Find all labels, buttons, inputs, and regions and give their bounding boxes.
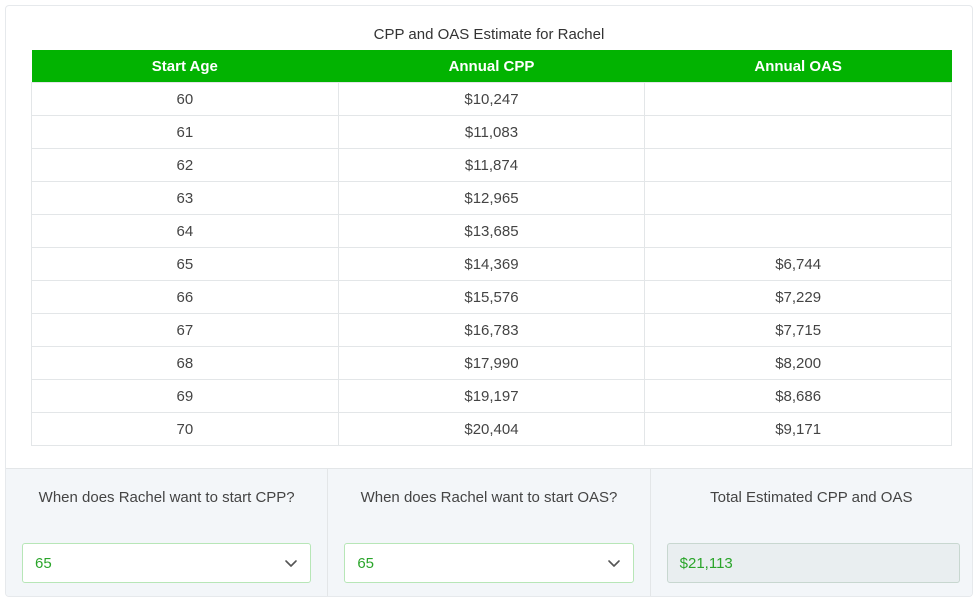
- annual-cpp-cell: $17,990: [337, 346, 646, 380]
- annual-cpp-cell: $19,197: [337, 379, 646, 413]
- total-value-field: $21,113: [666, 543, 960, 583]
- table-row: 65 $14,369 $6,744: [31, 247, 952, 281]
- start-age-cell: 60: [31, 82, 339, 116]
- annual-cpp-cell: $20,404: [337, 412, 646, 446]
- annual-oas-cell: $8,686: [644, 379, 952, 413]
- table-header-row: Start Age Annual CPP Annual OAS: [31, 50, 952, 83]
- start-age-cell: 69: [31, 379, 339, 413]
- start-age-cell: 67: [31, 313, 339, 347]
- table-row: 66 $15,576 $7,229: [31, 280, 952, 314]
- column-header-start-age: Start Age: [31, 50, 339, 83]
- start-age-cell: 70: [31, 412, 339, 446]
- annual-cpp-cell: $13,685: [337, 214, 646, 248]
- table-row: 61 $11,083: [31, 115, 952, 149]
- chevron-down-icon: [607, 560, 620, 567]
- table-row: 62 $11,874: [31, 148, 952, 182]
- annual-cpp-cell: $12,965: [337, 181, 646, 215]
- oas-start-value: 65: [357, 554, 375, 572]
- column-header-annual-oas: Annual OAS: [644, 50, 952, 83]
- oas-start-column: When does Rachel want to start OAS? 65: [328, 469, 651, 596]
- start-age-cell: 62: [31, 148, 339, 182]
- annual-oas-cell: [644, 82, 952, 116]
- start-age-cell: 68: [31, 346, 339, 380]
- cpp-start-column: When does Rachel want to start CPP? 65: [6, 469, 329, 596]
- table-title: CPP and OAS Estimate for Rachel: [373, 26, 605, 43]
- annual-cpp-cell: $14,369: [337, 247, 646, 281]
- table-row: 64 $13,685: [31, 214, 952, 248]
- annual-cpp-cell: $11,874: [337, 148, 646, 182]
- annual-oas-cell: $7,229: [644, 280, 952, 314]
- annual-oas-cell: $6,744: [644, 247, 952, 281]
- annual-oas-cell: $8,200: [644, 346, 952, 380]
- chevron-down-icon: [285, 560, 298, 567]
- start-age-cell: 66: [31, 280, 339, 314]
- total-column: Total Estimated CPP and OAS $21,113: [651, 469, 972, 596]
- annual-oas-cell: [644, 115, 952, 149]
- total-label: Total Estimated CPP and OAS: [710, 489, 913, 506]
- table-row: 69 $19,197 $8,686: [31, 379, 952, 413]
- estimate-card: CPP and OAS Estimate for Rachel Start Ag…: [5, 5, 973, 597]
- estimate-table: Start Age Annual CPP Annual OAS 60 $10,2…: [31, 50, 952, 446]
- annual-cpp-cell: $15,576: [337, 280, 646, 314]
- start-age-cell: 65: [31, 247, 339, 281]
- table-row: 60 $10,247: [31, 82, 952, 116]
- cpp-start-label: When does Rachel want to start CPP?: [38, 489, 295, 506]
- cpp-start-value: 65: [35, 554, 52, 572]
- start-age-cell: 61: [31, 115, 339, 149]
- oas-start-select[interactable]: 65: [344, 543, 634, 583]
- oas-start-label: When does Rachel want to start OAS?: [360, 489, 618, 506]
- annual-cpp-cell: $10,247: [337, 82, 646, 116]
- table-row: 70 $20,404 $9,171: [31, 412, 952, 446]
- annual-oas-cell: $7,715: [644, 313, 952, 347]
- annual-oas-cell: [644, 148, 952, 182]
- start-age-cell: 63: [31, 181, 339, 215]
- annual-oas-cell: $9,171: [644, 412, 952, 446]
- column-header-annual-cpp: Annual CPP: [338, 50, 645, 83]
- start-age-cell: 64: [31, 214, 339, 248]
- total-value: $21,113: [679, 554, 733, 572]
- annual-cpp-cell: $16,783: [337, 313, 646, 347]
- cpp-start-select[interactable]: 65: [22, 543, 312, 583]
- annual-cpp-cell: $11,083: [337, 115, 646, 149]
- table-row: 68 $17,990 $8,200: [31, 346, 952, 380]
- table-row: 67 $16,783 $7,715: [31, 313, 952, 347]
- controls-panel: When does Rachel want to start CPP? 65 W…: [6, 468, 972, 596]
- table-row: 63 $12,965: [31, 181, 952, 215]
- annual-oas-cell: [644, 214, 952, 248]
- annual-oas-cell: [644, 181, 952, 215]
